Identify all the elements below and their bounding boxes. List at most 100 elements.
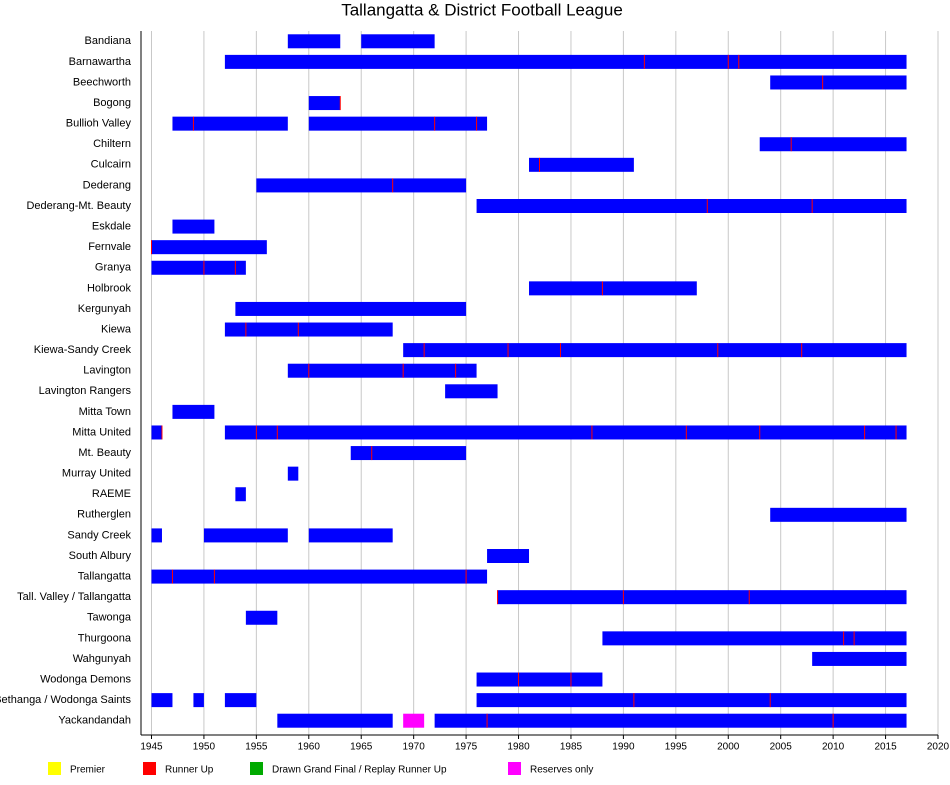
x-tick-label: 1980: [507, 742, 530, 753]
row-label: Chiltern: [93, 138, 131, 150]
legend-swatch: [250, 762, 263, 775]
active-span: [770, 507, 907, 522]
active-span: [287, 34, 341, 49]
active-span: [403, 343, 907, 358]
row-label: Thurgoona: [78, 632, 132, 644]
row-label: South Albury: [69, 550, 132, 562]
active-span: [235, 301, 467, 316]
active-span: [224, 693, 257, 708]
row-label: Beechworth: [73, 76, 131, 88]
row-label: Fernvale: [88, 241, 131, 253]
row-label: Bogong: [93, 97, 131, 109]
active-span: [151, 693, 173, 708]
legend-label: Reserves only: [530, 765, 593, 776]
x-tick-label: 1955: [245, 742, 268, 753]
x-tick-label: 2000: [717, 742, 740, 753]
active-span: [770, 75, 907, 90]
active-span: [151, 260, 246, 275]
active-span: [245, 610, 278, 625]
legend-label: Premier: [70, 765, 106, 776]
x-tick-label: 2015: [874, 742, 897, 753]
active-span: [287, 466, 299, 481]
active-span: [361, 34, 435, 49]
row-label: Bethanga / Wodonga Saints: [0, 694, 131, 706]
row-label: RAEME: [92, 488, 131, 500]
active-span: [529, 281, 697, 296]
x-tick-label: 2020: [927, 742, 950, 753]
row-label: Dederang: [83, 179, 131, 191]
row-label: Granya: [95, 262, 132, 274]
active-span: [434, 713, 907, 728]
x-tick-label: 1985: [560, 742, 583, 753]
x-tick-label: 2010: [822, 742, 845, 753]
active-span: [172, 404, 215, 419]
x-tick-label: 1950: [193, 742, 216, 753]
active-span: [151, 569, 488, 584]
active-span: [445, 384, 498, 399]
row-label: Rutherglen: [77, 509, 131, 521]
row-label: Kiewa-Sandy Creek: [34, 344, 132, 356]
legend-swatch: [48, 762, 61, 775]
reserves-span: [403, 713, 425, 728]
active-span: [224, 54, 907, 69]
legend-swatch: [143, 762, 156, 775]
legend-label: Runner Up: [165, 765, 214, 776]
active-span: [151, 240, 267, 255]
active-span: [476, 693, 907, 708]
active-span: [812, 651, 907, 666]
active-span: [151, 425, 162, 440]
active-span: [256, 178, 467, 193]
active-span: [308, 116, 488, 131]
active-span: [193, 693, 204, 708]
active-span: [224, 425, 907, 440]
active-span: [172, 116, 288, 131]
row-label: Sandy Creek: [67, 529, 131, 541]
row-label: Eskdale: [92, 220, 131, 232]
active-span: [497, 590, 907, 605]
x-tick-label: 1945: [140, 742, 163, 753]
active-span: [602, 631, 907, 646]
row-label: Tallangatta: [78, 570, 132, 582]
active-span: [759, 137, 907, 152]
x-tick-label: 1965: [350, 742, 373, 753]
active-span: [172, 219, 215, 234]
active-span: [476, 672, 603, 687]
row-label: Barnawartha: [69, 56, 132, 68]
x-tick-label: 1975: [455, 742, 478, 753]
row-label: Holbrook: [87, 282, 132, 294]
legend-label: Drawn Grand Final / Replay Runner Up: [272, 765, 447, 776]
row-label: Wodonga Demons: [40, 673, 131, 685]
row-label: Murray United: [62, 468, 131, 480]
active-span: [224, 322, 393, 337]
active-span: [287, 363, 477, 378]
row-label: Kergunyah: [78, 303, 131, 315]
row-label: Mitta United: [72, 426, 131, 438]
row-label: Kiewa: [101, 323, 132, 335]
active-span: [203, 528, 288, 543]
active-span: [151, 528, 162, 543]
row-label: Mitta Town: [79, 406, 131, 418]
active-span: [350, 446, 467, 461]
x-tick-label: 1990: [612, 742, 635, 753]
x-tick-label: 1960: [298, 742, 321, 753]
row-label: Bandiana: [85, 35, 132, 47]
active-span: [235, 487, 246, 502]
row-label: Lavington: [83, 365, 131, 377]
active-span: [529, 157, 634, 172]
x-tick-label: 2005: [770, 742, 793, 753]
chart-title: Tallangatta & District Football League: [341, 0, 623, 19]
x-tick-label: 1970: [403, 742, 426, 753]
row-label: Dederang-Mt. Beauty: [26, 200, 131, 212]
x-tick-label: 1995: [665, 742, 688, 753]
row-label: Bullioh Valley: [66, 118, 132, 130]
row-label: Mt. Beauty: [78, 447, 131, 459]
active-span: [476, 199, 907, 213]
active-span: [308, 96, 341, 111]
row-label: Lavington Rangers: [39, 385, 132, 397]
row-label: Wahgunyah: [73, 653, 131, 665]
row-label: Yackandandah: [58, 715, 131, 727]
active-span: [308, 528, 393, 543]
row-label: Culcairn: [91, 159, 131, 171]
row-label: Tall. Valley / Tallangatta: [17, 591, 132, 603]
